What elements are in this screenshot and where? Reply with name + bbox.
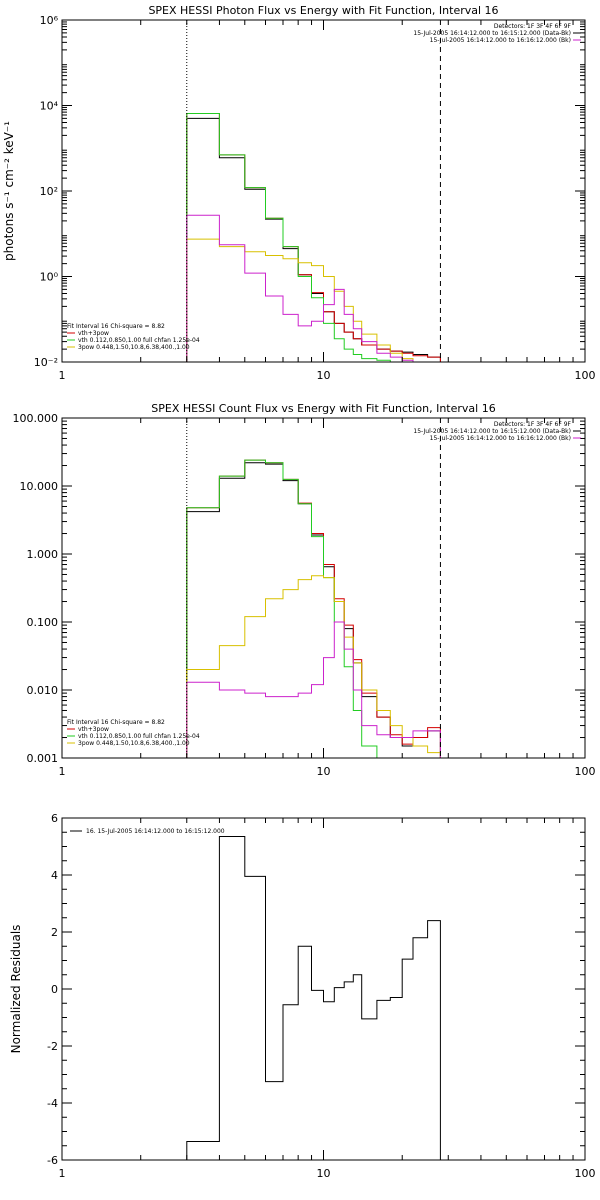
resid-y-minor-ticks	[62, 831, 585, 1147]
photon-series-background	[186, 214, 441, 362]
photon-x-tick-label: 100	[575, 369, 596, 382]
photon-flux-panel: SPEX HESSI Photon Flux vs Energy with Fi…	[2, 4, 596, 382]
count-info-line: Detectors: 1F 3F 4F 6F 9F	[494, 421, 572, 428]
photon-legend-entry: 3pow 0.448,1.50,10.8,6.38,400.,1.00	[78, 344, 190, 351]
photon-y-tick-label: 10⁴	[40, 100, 59, 113]
resid-series-data	[186, 836, 441, 1160]
count-y-tick-label: 0.001	[27, 752, 59, 765]
resid-series-group	[186, 836, 441, 1160]
photon-y-minor-ticks	[62, 21, 585, 350]
count-legend-entry: 3pow 0.448,1.50,10.8,6.38,400.,1.00	[78, 740, 190, 747]
count-y-tick-label: 100.000	[13, 412, 59, 425]
count-frame	[61, 417, 586, 759]
count-x-tick-label: 1	[59, 765, 66, 778]
count-info-line: 15-Jul-2005 16:14:12.000 to 16:16:12.000…	[430, 435, 571, 442]
resid-frame	[61, 817, 586, 1161]
photon-y-tick-label: 10⁻²	[34, 356, 58, 369]
count-legend-entry: vth 0.112,0.850,1.00 full chfan 1.25e-04	[78, 733, 200, 740]
photon-y-tick-label: 10⁶	[40, 14, 59, 27]
resid-legend-entry: 16. 15-Jul-2005 16:14:12.000 to 16:15:12…	[86, 828, 225, 835]
count-x-minor-ticks	[140, 418, 574, 758]
count-y-tick-label: 10.000	[20, 480, 59, 493]
photon-info-line: 15-Jul-2005 16:14:12.000 to 16:15:12.000…	[413, 30, 571, 37]
photon-legend-entry: vth+3pow	[78, 330, 109, 337]
photon-y-tick-label: 10²	[40, 185, 58, 198]
resid-x-tick-label: 100	[575, 1167, 596, 1180]
residuals-panel: 1 10 100 -6 -4 -2 0 2 4 6 Normalized Residuals 16. …	[9, 812, 596, 1180]
count-series-group	[186, 459, 441, 758]
count-y-tick-label: 1.000	[27, 548, 59, 561]
resid-y-axis-label: Normalized Residuals	[9, 925, 23, 1054]
count-series-vth-3pow	[186, 459, 441, 758]
resid-y-tick-label: 0	[51, 983, 58, 996]
photon-series-vth	[186, 113, 441, 362]
count-flux-panel: SPEX HESSI Count Flux vs Energy with Fit…	[13, 402, 596, 778]
photon-series-data	[186, 117, 441, 362]
count-title: SPEX HESSI Count Flux vs Energy with Fit…	[151, 402, 495, 415]
photon-info-line: 15-Jul-2005 16:14:12.000 to 16:16:12.000…	[430, 37, 571, 44]
photon-x-tick-label: 10	[317, 369, 331, 382]
count-info-line: 15-Jul-2005 16:14:12.000 to 16:15:12.000…	[413, 428, 571, 435]
photon-y-axis-label: photons s⁻¹ cm⁻² keV⁻¹	[2, 121, 16, 261]
count-series-3pow	[186, 575, 441, 758]
resid-x-minor-ticks	[140, 818, 574, 1160]
resid-y-tick-label: -2	[47, 1040, 58, 1053]
count-legend-entry: vth+3pow	[78, 726, 109, 733]
photon-y-tick-label: 10⁰	[40, 271, 59, 284]
photon-info-line: Detectors: 1F 3F 4F 6F 9F	[494, 23, 572, 30]
resid-y-tick-label: -4	[47, 1097, 58, 1110]
photon-x-tick-label: 1	[59, 369, 66, 382]
count-y-tick-label: 0.100	[27, 616, 59, 629]
count-y-minor-ticks	[62, 420, 585, 739]
resid-x-tick-label: 10	[317, 1167, 331, 1180]
resid-y-tick-label: 6	[51, 812, 58, 825]
count-series-data	[186, 462, 441, 758]
photon-legend-header: Fit Interval 16 Chi-square = 8.82	[67, 323, 165, 330]
resid-x-tick-label: 1	[59, 1167, 66, 1180]
count-x-tick-label: 10	[317, 765, 331, 778]
photon-series-vth-3pow	[186, 113, 441, 362]
photon-series-3pow	[186, 238, 441, 362]
resid-y-tick-label: 2	[51, 926, 58, 939]
photon-x-minor-ticks	[140, 20, 574, 362]
count-series-vth	[186, 459, 441, 758]
count-y-tick-label: 0.010	[27, 684, 59, 697]
photon-title: SPEX HESSI Photon Flux vs Energy with Fi…	[148, 4, 498, 17]
count-series-background	[186, 621, 441, 758]
count-legend-header: Fit Interval 16 Chi-square = 8.82	[67, 719, 165, 726]
resid-y-tick-label: 4	[51, 869, 58, 882]
count-x-tick-label: 100	[575, 765, 596, 778]
photon-series-group	[186, 113, 441, 362]
photon-legend-entry: vth 0.112,0.850,1.00 full chfan 1.25e-04	[78, 337, 200, 344]
resid-y-tick-label: -6	[47, 1154, 58, 1167]
